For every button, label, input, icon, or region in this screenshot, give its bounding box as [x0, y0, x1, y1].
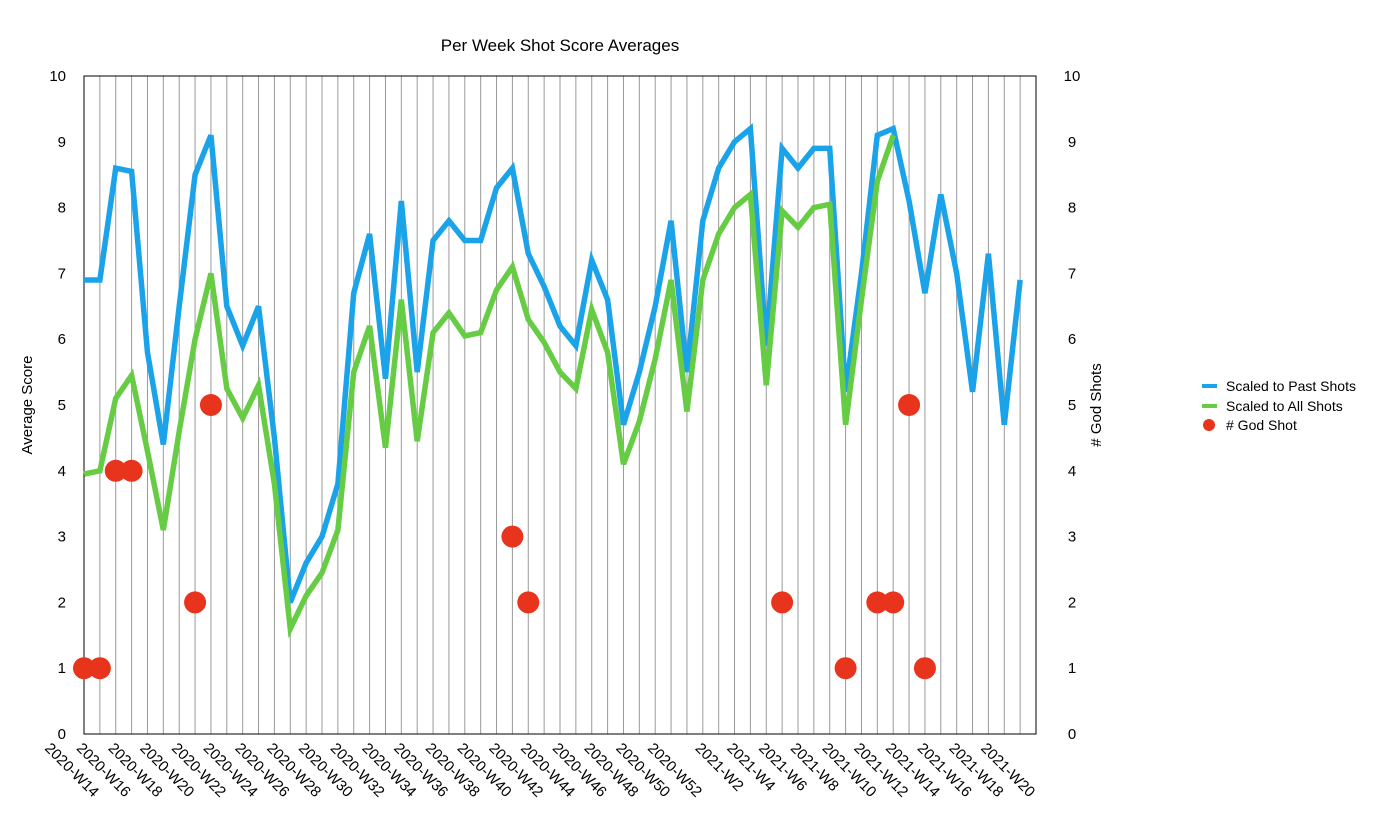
y-tick-label: 8	[58, 200, 66, 217]
god-shot-point	[898, 394, 921, 416]
y-axis-label: Average Score	[19, 356, 36, 455]
y2-tick-label: 0	[1068, 726, 1076, 743]
y-tick-label: 9	[58, 134, 66, 151]
y-tick-label: 1	[58, 660, 66, 677]
legend-swatch-god-shot	[1203, 419, 1215, 431]
y2-tick-label: 9	[1068, 134, 1076, 151]
chart-title: Per Week Shot Score Averages	[441, 36, 679, 55]
right-axis-ticks: 0 1 2 3 4 5 6 7 8 9 10	[1064, 68, 1081, 743]
god-shot-point	[771, 591, 794, 614]
god-shot-point	[88, 657, 111, 680]
y2-tick-label: 8	[1068, 200, 1076, 217]
y-tick-label: 0	[58, 726, 66, 743]
god-shot-point	[184, 591, 207, 614]
god-shot-point	[104, 459, 127, 482]
legend-item-all-shots: Scaled to All Shots	[1202, 398, 1343, 414]
scatter-layer	[73, 394, 936, 680]
legend: Scaled to Past Shots Scaled to All Shots…	[1202, 378, 1356, 433]
god-shot-point	[501, 525, 524, 548]
y-tick-label: 6	[58, 331, 66, 348]
legend-label-all-shots: Scaled to All Shots	[1226, 398, 1343, 414]
y2-tick-label: 3	[1068, 529, 1076, 546]
y2-tick-label: 6	[1068, 331, 1076, 348]
y2-tick-label: 4	[1068, 463, 1076, 480]
god-shot-point	[120, 459, 143, 482]
god-shot-point	[882, 591, 905, 614]
y2-tick-label: 10	[1064, 68, 1081, 85]
god-shot-point	[866, 591, 889, 614]
god-shot-point	[199, 394, 222, 416]
y-tick-label: 5	[58, 397, 66, 414]
left-axis-ticks: 0 1 2 3 4 5 6 7 8 9 10	[49, 68, 66, 743]
legend-label-past-shots: Scaled to Past Shots	[1226, 378, 1356, 394]
y-tick-label: 10	[49, 68, 66, 85]
legend-label-god-shot: # God Shot	[1226, 417, 1297, 433]
series-line-1	[83, 134, 896, 639]
y2-tick-label: 2	[1068, 594, 1076, 611]
y-tick-label: 2	[58, 594, 66, 611]
god-shot-point	[73, 657, 95, 680]
legend-item-god-shot: # God Shot	[1203, 417, 1297, 433]
x-axis-ticks: 2020-W142020-W162020-W182020-W202020-W22…	[41, 740, 1038, 801]
y2-tick-label: 1	[1068, 660, 1076, 677]
god-shot-point	[834, 657, 857, 680]
y2-axis-label: # God Shots	[1088, 363, 1105, 446]
grid	[99, 76, 1021, 734]
god-shot-point	[517, 591, 540, 614]
plot-frame	[83, 75, 1037, 735]
series-line-0	[84, 123, 1023, 604]
series-layer	[83, 123, 1023, 639]
y-tick-label: 7	[58, 265, 66, 282]
god-shot-point	[913, 657, 936, 680]
y-tick-label: 3	[58, 529, 66, 546]
legend-item-past-shots: Scaled to Past Shots	[1202, 378, 1356, 394]
y-tick-label: 4	[58, 463, 66, 480]
y2-tick-label: 7	[1068, 265, 1076, 282]
y2-tick-label: 5	[1068, 397, 1076, 414]
